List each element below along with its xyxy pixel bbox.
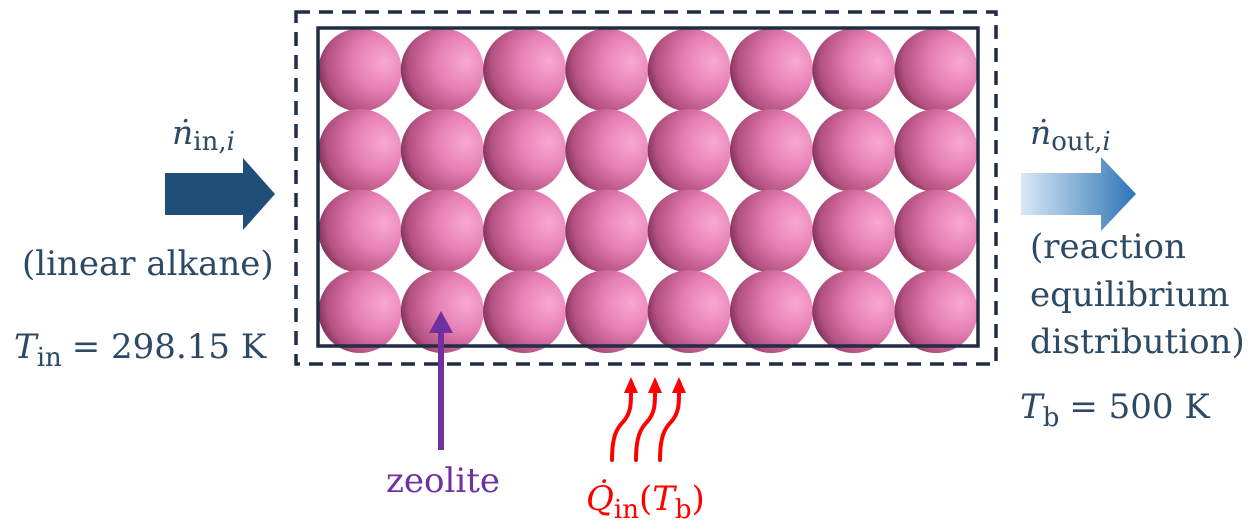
zeolite-pellet	[565, 109, 649, 192]
control-volume-boundary	[294, 10, 998, 366]
zeolite-pellet	[483, 109, 567, 192]
zeolite-pellet	[647, 109, 731, 192]
outlet-description-line2: equilibrium	[1030, 275, 1229, 315]
zeolite-pellet	[647, 270, 731, 353]
zeolite-pellet	[730, 28, 813, 112]
zeolite-pointer-arrow	[429, 311, 453, 450]
inlet-flow-label: ṅin,i	[172, 113, 235, 157]
outlet-flow-arrow	[1021, 157, 1136, 231]
zeolite-pellet	[812, 270, 896, 353]
outlet-description-line1: (reaction	[1030, 227, 1186, 267]
zeolite-pellet	[730, 109, 813, 192]
zeolite-pellet	[565, 270, 649, 353]
zeolite-pellet	[318, 28, 402, 112]
outlet-flow-label: ṅout,i	[1030, 113, 1111, 157]
zeolite-pellet-grid	[318, 28, 978, 353]
zeolite-label: zeolite	[386, 461, 500, 501]
heat-input-label: Q̇in(Tb)	[586, 479, 705, 525]
heat-input-arrows	[610, 391, 681, 462]
inlet-flow-arrow	[165, 158, 275, 230]
packed-bed-boundary	[316, 26, 980, 348]
zeolite-pellet	[318, 189, 402, 273]
zeolite-pellet	[483, 270, 567, 353]
zeolite-pellet	[565, 28, 649, 112]
zeolite-pellet	[812, 109, 896, 192]
zeolite-pellet	[565, 189, 649, 273]
zeolite-pellet	[400, 270, 484, 353]
inlet-temperature: Tin = 298.15 K	[14, 327, 267, 373]
zeolite-pellet	[647, 28, 731, 112]
zeolite-pellet	[730, 189, 813, 273]
zeolite-pellet	[400, 28, 484, 112]
zeolite-pellet	[730, 270, 813, 353]
zeolite-pellet	[812, 189, 896, 273]
zeolite-pellet	[483, 28, 567, 112]
zeolite-pellet	[318, 109, 402, 192]
zeolite-pellet	[318, 270, 402, 353]
zeolite-pellet	[894, 189, 978, 273]
zeolite-pellet	[894, 109, 978, 192]
zeolite-pellet	[812, 28, 896, 112]
zeolite-pellet	[483, 189, 567, 273]
zeolite-pellet	[400, 189, 484, 273]
outlet-description-line3: distribution)	[1030, 322, 1245, 362]
heat-arrowheads	[624, 377, 686, 393]
zeolite-pellet	[400, 109, 484, 192]
inlet-description: (linear alkane)	[22, 244, 274, 284]
zeolite-pellet	[894, 28, 978, 112]
zeolite-pellet	[647, 189, 731, 273]
zeolite-pellet	[894, 270, 978, 353]
outlet-temperature: Tb = 500 K	[1020, 387, 1210, 433]
